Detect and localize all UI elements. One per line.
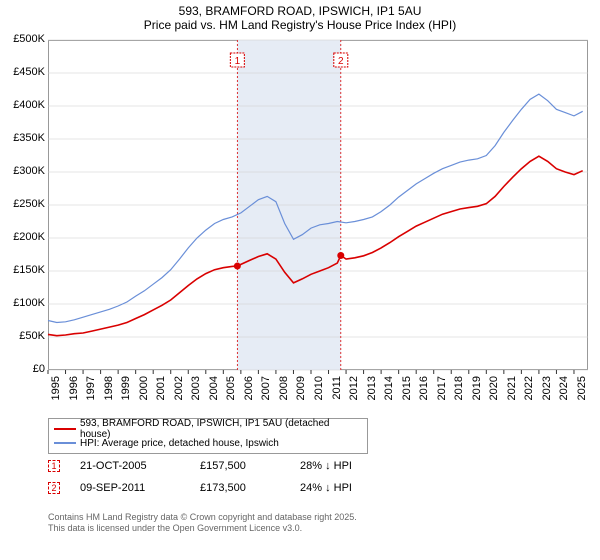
y-tick-label: £150K <box>1 264 45 276</box>
y-tick-label: £350K <box>1 132 45 144</box>
y-tick-label: £450K <box>1 66 45 78</box>
x-tick-label: 2025 <box>576 376 588 406</box>
x-tick-label: 2012 <box>348 376 360 406</box>
x-tick-label: 2004 <box>208 376 220 406</box>
x-tick-label: 2002 <box>173 376 185 406</box>
legend-label-hpi: HPI: Average price, detached house, Ipsw… <box>80 438 279 449</box>
legend-row-price: 593, BRAMFORD ROAD, IPSWICH, IP1 5AU (de… <box>54 422 362 436</box>
x-tick-label: 2014 <box>383 376 395 406</box>
x-tick-label: 2015 <box>401 376 413 406</box>
svg-text:2: 2 <box>338 56 344 67</box>
footer-line2: This data is licensed under the Open Gov… <box>48 523 302 533</box>
sale-marker-icon: 1 <box>48 460 60 472</box>
sale-row: 1 21-OCT-2005 £157,500 28% ↓ HPI <box>48 460 352 472</box>
legend-swatch-hpi <box>54 442 76 444</box>
x-tick-label: 2001 <box>155 376 167 406</box>
x-tick-label: 1999 <box>120 376 132 406</box>
sale-marker-icon: 2 <box>48 482 60 494</box>
x-tick-label: 2019 <box>471 376 483 406</box>
chart-container: 593, BRAMFORD ROAD, IPSWICH, IP1 5AU Pri… <box>0 0 600 560</box>
footer-line1: Contains HM Land Registry data © Crown c… <box>48 512 357 522</box>
x-tick-label: 2010 <box>313 376 325 406</box>
x-tick-label: 1998 <box>103 376 115 406</box>
y-tick-label: £200K <box>1 231 45 243</box>
x-tick-label: 2016 <box>418 376 430 406</box>
sale-date: 21-OCT-2005 <box>80 460 180 472</box>
sale-row: 2 09-SEP-2011 £173,500 24% ↓ HPI <box>48 482 352 494</box>
x-tick-label: 2024 <box>558 376 570 406</box>
x-tick-label: 1997 <box>85 376 97 406</box>
y-tick-label: £400K <box>1 99 45 111</box>
x-tick-label: 2007 <box>260 376 272 406</box>
svg-text:1: 1 <box>235 56 241 67</box>
x-tick-label: 1996 <box>68 376 80 406</box>
x-tick-label: 2011 <box>331 376 343 406</box>
legend-box: 593, BRAMFORD ROAD, IPSWICH, IP1 5AU (de… <box>48 418 368 454</box>
y-tick-label: £50K <box>1 330 45 342</box>
x-tick-label: 2006 <box>243 376 255 406</box>
x-tick-label: 2003 <box>190 376 202 406</box>
legend-swatch-price <box>54 428 76 430</box>
y-tick-label: £0 <box>1 363 45 375</box>
x-tick-label: 2000 <box>138 376 150 406</box>
y-tick-label: £500K <box>1 33 45 45</box>
x-tick-label: 2013 <box>366 376 378 406</box>
sale-price: £173,500 <box>200 482 280 494</box>
sale-diff: 28% ↓ HPI <box>300 460 352 472</box>
sale-diff: 24% ↓ HPI <box>300 482 352 494</box>
x-tick-label: 2017 <box>436 376 448 406</box>
y-tick-label: £100K <box>1 297 45 309</box>
chart-svg: 12 <box>0 0 600 560</box>
x-tick-label: 2018 <box>453 376 465 406</box>
x-tick-label: 2005 <box>225 376 237 406</box>
x-tick-label: 2023 <box>541 376 553 406</box>
sale-price: £157,500 <box>200 460 280 472</box>
x-tick-label: 2008 <box>278 376 290 406</box>
x-tick-label: 2020 <box>488 376 500 406</box>
x-tick-label: 2021 <box>506 376 518 406</box>
y-tick-label: £300K <box>1 165 45 177</box>
y-tick-label: £250K <box>1 198 45 210</box>
sale-date: 09-SEP-2011 <box>80 482 180 494</box>
x-tick-label: 2009 <box>295 376 307 406</box>
x-tick-label: 2022 <box>523 376 535 406</box>
x-tick-label: 1995 <box>50 376 62 406</box>
